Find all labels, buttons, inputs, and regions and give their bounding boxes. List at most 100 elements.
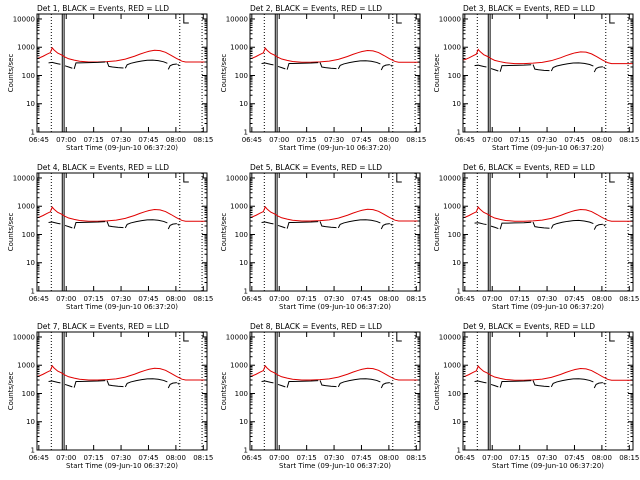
x-axis-title: Start Time (09-Jun-10 06:37:20) — [279, 462, 391, 470]
series-events-segment-2 — [277, 224, 286, 229]
panel-title: Det 3, BLACK = Events, RED = LLD — [463, 4, 595, 13]
x-tick-label: 07:15 — [510, 454, 530, 462]
x-tick-label: 08:15 — [619, 454, 639, 462]
x-axis-title: Start Time (09-Jun-10 06:37:20) — [492, 144, 604, 152]
series-events-segment-6 — [593, 223, 603, 230]
x-tick-label: 07:00 — [482, 136, 502, 144]
series-events-segment-6 — [593, 66, 603, 73]
series-events-segment-1 — [474, 64, 487, 68]
y-tick-label: 100 — [22, 231, 35, 239]
series-lld-line — [462, 206, 633, 222]
y-tick-label: 100 — [235, 231, 248, 239]
y-tick-label: 10000 — [439, 333, 461, 341]
x-tick-label: 07:00 — [56, 136, 76, 144]
series-events-segment-3 — [499, 380, 532, 388]
y-tick-label: 10000 — [439, 174, 461, 182]
x-tick-label: 08:00 — [166, 454, 186, 462]
y-tick-label: 1 — [31, 288, 35, 296]
series-events-segment-2 — [490, 383, 499, 388]
series-lld-line — [249, 47, 420, 63]
x-tick-label: 07:30 — [111, 136, 131, 144]
flag-marker — [183, 332, 189, 342]
y-axis-title: Counts/sec — [220, 54, 228, 93]
x-tick-label: 08:15 — [193, 454, 213, 462]
series-lld-line — [36, 364, 207, 381]
y-tick-label: 100 — [22, 390, 35, 398]
y-tick-label: 10 — [452, 259, 461, 267]
plot-frame — [249, 13, 421, 133]
flag-marker — [396, 173, 402, 183]
y-tick-label: 10 — [239, 100, 248, 108]
x-axis-title: Start Time (09-Jun-10 06:37:20) — [279, 144, 391, 152]
y-axis-title: Counts/sec — [7, 372, 15, 411]
series-lld-line — [249, 205, 420, 222]
series-events-segment-4 — [319, 221, 337, 229]
series-events-segment-1 — [48, 221, 61, 225]
x-tick-label: 08:00 — [592, 136, 612, 144]
series-events-segment-7 — [390, 223, 393, 226]
y-tick-label: 1 — [457, 447, 461, 455]
series-events-segment-7 — [603, 382, 606, 385]
series-events-segment-7 — [177, 382, 180, 385]
series-events-segment-3 — [499, 64, 532, 72]
series-events-segment-2 — [64, 383, 73, 388]
panel-det-6: 1 10 100 1000 10000 06:45 07:00 07:15 07:30 07:45… — [433, 163, 639, 311]
series-events-segment-2 — [490, 68, 499, 72]
x-tick-label: 08:15 — [619, 295, 639, 303]
series-events-segment-4 — [106, 221, 124, 229]
x-tick-label: 07:15 — [297, 454, 317, 462]
x-tick-label: 07:15 — [297, 295, 317, 303]
x-tick-label: 07:45 — [564, 454, 584, 462]
series-events-segment-3 — [286, 380, 319, 388]
panel-det-9: 1 10 100 1000 10000 06:45 07:00 07:15 07:30 07:45… — [433, 322, 639, 470]
x-tick-label: 06:45 — [242, 136, 262, 144]
series-events-segment-5 — [337, 60, 381, 70]
series-events-segment-7 — [603, 224, 606, 227]
x-tick-label: 07:15 — [84, 295, 104, 303]
series-events-segment-2 — [490, 225, 499, 230]
series-events-segment-4 — [106, 380, 124, 388]
series-events-segment-7 — [177, 63, 180, 67]
y-tick-label: 100 — [235, 390, 248, 398]
series-events-segment-4 — [532, 64, 550, 72]
panel-det-4: 1 10 100 1000 10000 06:45 07:00 07:15 07:30 07:45… — [7, 163, 213, 311]
x-tick-label: 08:00 — [166, 136, 186, 144]
y-tick-label: 100 — [448, 72, 461, 80]
y-tick-label: 1 — [244, 129, 248, 137]
x-tick-label: 06:45 — [455, 454, 475, 462]
x-tick-label: 07:45 — [138, 136, 158, 144]
y-tick-label: 1000 — [443, 203, 461, 211]
x-tick-label: 07:00 — [482, 295, 502, 303]
x-tick-label: 06:45 — [455, 295, 475, 303]
y-tick-label: 1 — [457, 288, 461, 296]
y-tick-label: 1000 — [230, 44, 248, 52]
x-tick-label: 07:30 — [537, 454, 557, 462]
y-axis-title: Counts/sec — [433, 372, 441, 411]
x-tick-label: 08:00 — [379, 136, 399, 144]
series-lld-line — [36, 46, 207, 63]
series-lld-line — [462, 48, 633, 65]
panel-det-2: 1 10 100 1000 10000 06:45 07:00 07:15 07:30 07:45… — [220, 4, 426, 152]
series-events-segment-6 — [380, 382, 390, 389]
x-tick-label: 07:30 — [324, 295, 344, 303]
series-events-segment-3 — [286, 62, 319, 70]
series-lld-line — [462, 365, 633, 381]
plot-frame — [249, 172, 421, 292]
panel-title: Det 4, BLACK = Events, RED = LLD — [37, 163, 169, 172]
x-tick-label: 08:15 — [406, 454, 426, 462]
x-tick-label: 07:45 — [351, 295, 371, 303]
x-tick-label: 07:15 — [297, 136, 317, 144]
plot-frame — [462, 172, 634, 292]
flag-marker — [183, 14, 189, 24]
panel-det-7: 1 10 100 1000 10000 06:45 07:00 07:15 07:30 07:45… — [7, 322, 213, 470]
x-tick-label: 08:15 — [193, 136, 213, 144]
y-tick-label: 1000 — [230, 203, 248, 211]
y-axis-title: Counts/sec — [433, 54, 441, 93]
panel-title: Det 5, BLACK = Events, RED = LLD — [250, 163, 382, 172]
series-lld-line — [249, 364, 420, 381]
series-events-segment-2 — [64, 224, 73, 229]
y-axis-title: Counts/sec — [220, 213, 228, 252]
flag-marker — [396, 14, 402, 24]
y-tick-label: 10000 — [439, 15, 461, 23]
